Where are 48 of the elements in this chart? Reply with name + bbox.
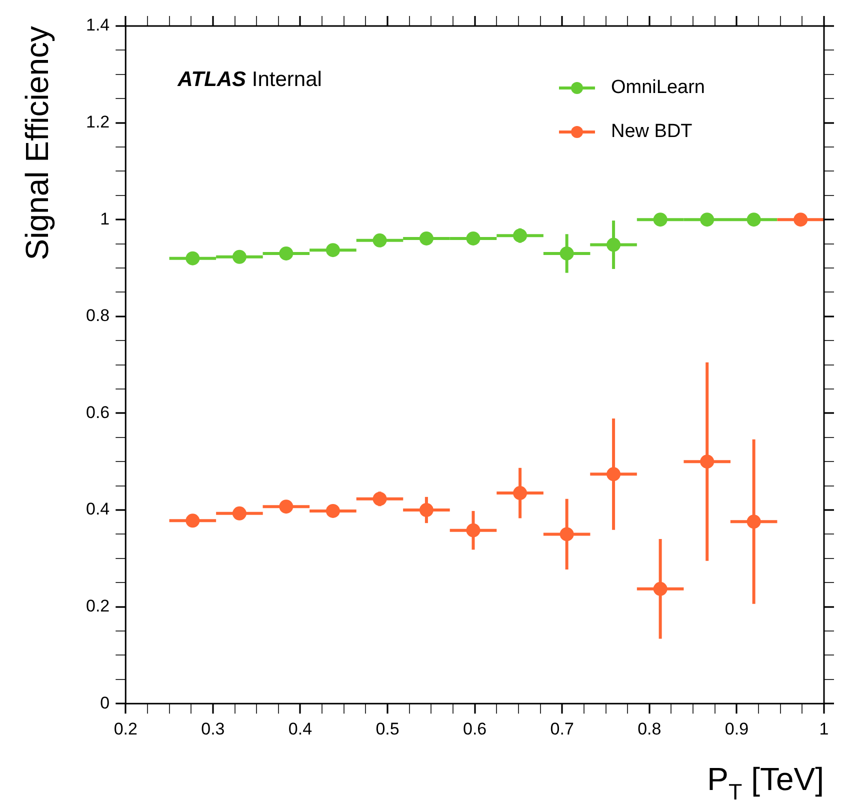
- point: [419, 503, 434, 517]
- x-tick-label: 0.5: [376, 719, 400, 738]
- y-tick-label: 0: [100, 693, 110, 712]
- y-tick-label: 1.4: [86, 16, 110, 35]
- y-axis-title: Signal Efficiency: [19, 26, 55, 260]
- point: [700, 454, 714, 469]
- point: [653, 212, 668, 227]
- point: [653, 582, 668, 596]
- point: [466, 231, 480, 246]
- point: [513, 486, 528, 500]
- point: [279, 246, 294, 260]
- y-tick-label: 0.6: [86, 402, 110, 422]
- point: [466, 523, 480, 538]
- point: [279, 500, 294, 514]
- x-tick-label: 1: [819, 719, 829, 738]
- point: [326, 243, 340, 258]
- point: [232, 250, 246, 264]
- point: [372, 233, 387, 248]
- y-tick-label: 0.2: [86, 596, 110, 616]
- point: [700, 212, 714, 227]
- y-tick-label: 0.8: [86, 306, 110, 326]
- y-tick-label: 0.4: [86, 500, 110, 519]
- y-tick-label: 1: [100, 209, 110, 228]
- legend-label: OmniLearn: [611, 77, 705, 98]
- point: [746, 212, 761, 227]
- x-tick-label: 0.9: [724, 719, 749, 738]
- point: [560, 527, 574, 542]
- x-tick-label: 0.2: [114, 719, 138, 738]
- point: [419, 231, 434, 246]
- point: [606, 238, 621, 252]
- x-tick-label: 0.4: [288, 719, 312, 738]
- y-tick-label: 1.2: [86, 112, 110, 132]
- point: [372, 492, 387, 506]
- point: [232, 506, 246, 520]
- point: [560, 246, 574, 260]
- x-tick-label: 0.6: [462, 719, 487, 738]
- point: [794, 212, 808, 227]
- point: [606, 467, 621, 482]
- x-tick-label: 0.8: [638, 719, 662, 738]
- x-tick-label: 0.3: [201, 719, 225, 738]
- point: [746, 514, 761, 529]
- x-tick-label: 0.7: [550, 719, 574, 738]
- legend-label: New BDT: [611, 121, 693, 142]
- point: [326, 504, 340, 518]
- point: [513, 228, 528, 243]
- point: [186, 514, 200, 528]
- point: [186, 251, 200, 266]
- annotation: ATLAS Internal: [176, 68, 322, 91]
